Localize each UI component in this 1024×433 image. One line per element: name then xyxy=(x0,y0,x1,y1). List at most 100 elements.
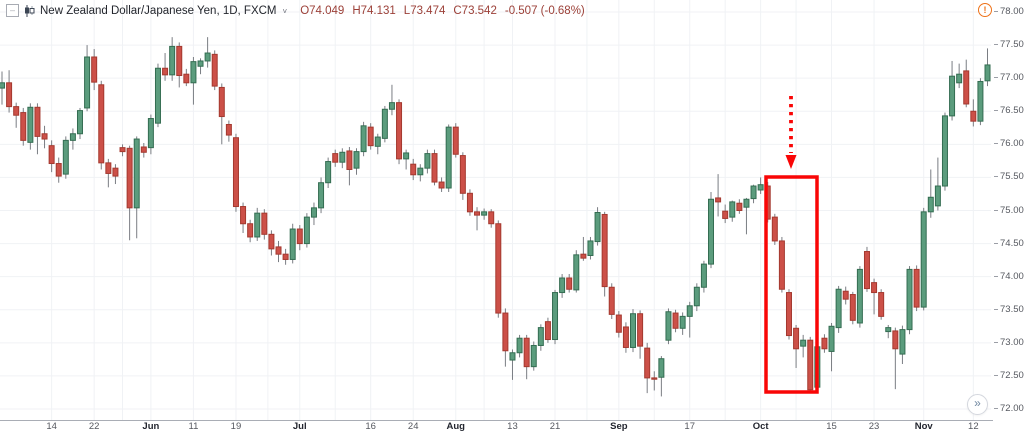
candle xyxy=(495,220,502,318)
candle xyxy=(76,107,83,140)
candle xyxy=(835,285,842,333)
time-tick-label: Sep xyxy=(610,421,628,432)
candle xyxy=(13,102,20,128)
candle xyxy=(140,143,147,158)
candle xyxy=(807,336,814,394)
candle xyxy=(502,308,509,367)
candle xyxy=(828,322,835,372)
down-arrow-head[interactable] xyxy=(785,155,797,169)
price-tick-label: 77.500 xyxy=(994,39,1024,50)
candle xyxy=(537,324,544,351)
candle xyxy=(523,334,530,380)
candle xyxy=(885,324,892,339)
ohlc-close: C73.542 xyxy=(453,4,497,17)
price-tick-label: 76.000 xyxy=(994,138,1024,149)
candle xyxy=(963,59,970,108)
price-tick-label: 77.000 xyxy=(994,72,1024,83)
candle xyxy=(552,289,559,345)
candle xyxy=(622,322,629,353)
candle xyxy=(268,230,275,256)
candle xyxy=(289,223,296,264)
time-tick-label: 23 xyxy=(868,421,880,432)
candle xyxy=(310,202,317,226)
candle xyxy=(20,107,27,146)
candle xyxy=(162,53,169,81)
time-tick-label: 13 xyxy=(507,421,518,432)
candle xyxy=(282,248,289,265)
price-tick-label: 75.500 xyxy=(994,171,1024,182)
highlight-rectangle[interactable] xyxy=(764,175,819,394)
annotation-layer[interactable] xyxy=(764,96,819,394)
candle xyxy=(126,145,133,241)
price-tick-label: 78.000 xyxy=(994,6,1024,17)
candle xyxy=(708,191,714,269)
chevron-down-icon[interactable]: ˅ xyxy=(282,7,288,16)
collapse-pane-icon[interactable]: – xyxy=(6,4,19,17)
symbol-title[interactable]: New Zealand Dollar/Japanese Yen, 1D, FXC… xyxy=(40,4,277,17)
candle xyxy=(686,301,693,338)
candle xyxy=(431,149,438,186)
time-axis[interactable]: 14 22 Jun 11 19 Jul 16 24 Aug 13 21 Sep 17 Oct 15 23 Nov… xyxy=(0,421,1024,433)
candle xyxy=(750,184,757,204)
candle xyxy=(920,207,927,311)
candle xyxy=(62,136,69,179)
candle xyxy=(247,219,254,243)
candle xyxy=(566,274,573,293)
candle xyxy=(303,213,310,248)
candle xyxy=(339,148,346,169)
time-tick-label: 21 xyxy=(549,421,561,432)
time-tick-label: Nov xyxy=(914,421,933,432)
scroll-to-recent-button[interactable]: » xyxy=(967,394,988,415)
time-tick-label: 16 xyxy=(365,421,376,432)
candle xyxy=(700,260,707,293)
candle xyxy=(729,200,736,222)
candle xyxy=(154,63,161,128)
grid-layer xyxy=(0,0,991,420)
candle xyxy=(48,140,55,173)
candle xyxy=(658,356,665,397)
candle xyxy=(225,120,232,142)
candle xyxy=(871,278,878,315)
candle xyxy=(927,169,934,218)
candle xyxy=(466,189,473,216)
candle xyxy=(41,125,48,149)
candle xyxy=(637,310,644,359)
candle xyxy=(785,289,792,340)
candle xyxy=(204,37,211,68)
candle xyxy=(147,114,154,155)
time-tick-label: 22 xyxy=(88,421,100,432)
candle xyxy=(105,158,112,188)
candle xyxy=(417,164,424,182)
candle xyxy=(211,50,218,91)
price-tick-label: 74.000 xyxy=(994,271,1024,282)
candle xyxy=(573,250,580,293)
candle xyxy=(55,157,62,183)
candle xyxy=(240,202,247,233)
candle xyxy=(722,204,729,224)
candle xyxy=(396,99,403,165)
candle xyxy=(452,123,459,158)
time-tick-label: 12 xyxy=(968,421,979,432)
candle xyxy=(608,283,615,320)
candles-layer xyxy=(0,37,991,397)
candle xyxy=(424,149,431,174)
time-tick-label: 11 xyxy=(188,421,199,432)
chart-legend: – New Zealand Dollar/Japanese Yen, 1D, F… xyxy=(6,4,585,17)
candle xyxy=(318,177,325,214)
candle xyxy=(353,148,360,175)
price-axis[interactable]: 78.000 77.500 77.000 76.500 76.000 75.500 75.0… xyxy=(993,0,1024,433)
candle xyxy=(530,341,537,371)
candle xyxy=(906,266,913,335)
candle xyxy=(651,371,658,391)
candle xyxy=(778,236,785,293)
candle xyxy=(112,164,119,185)
candle xyxy=(84,45,91,112)
candle xyxy=(388,84,395,116)
candle xyxy=(665,308,672,345)
ohlc-change: -0.507 (-0.68%) xyxy=(504,4,585,17)
candle xyxy=(516,334,523,358)
price-tick-label: 74.500 xyxy=(994,238,1024,249)
delayed-data-status-icon[interactable]: ! xyxy=(978,3,992,17)
candle xyxy=(594,207,601,246)
